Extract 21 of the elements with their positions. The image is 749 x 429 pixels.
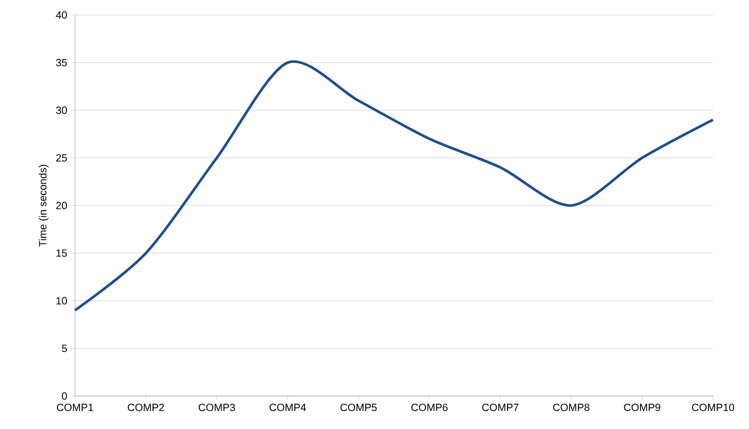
x-tick-label: COMP4: [270, 404, 306, 412]
y-tick-label: 15: [56, 249, 67, 257]
y-axis-title: Time (in seconds): [38, 164, 49, 247]
y-tick-label: 35: [56, 58, 67, 66]
x-tick-label: COMP9: [624, 404, 660, 412]
y-tick-label: 30: [56, 106, 67, 114]
y-tick-label: 0: [62, 392, 67, 400]
x-tick-label: COMP3: [198, 404, 235, 412]
x-tick-label: COMP5: [340, 404, 377, 412]
x-tick-label: COMP7: [482, 404, 518, 412]
y-tick-label: 40: [56, 11, 67, 19]
x-tick-label: COMP6: [411, 404, 448, 412]
y-tick-label: 5: [62, 344, 67, 352]
x-tick-label: COMP2: [128, 404, 164, 412]
line-series: [74, 60, 714, 312]
y-tick-label: 25: [56, 154, 67, 162]
y-tick-label: 20: [56, 202, 67, 210]
x-tick-label: COMP8: [553, 404, 590, 412]
y-tick-label: 10: [56, 297, 67, 304]
x-tick-label: COMP1: [56, 404, 94, 412]
x-tick-label: COMP10: [692, 404, 734, 412]
